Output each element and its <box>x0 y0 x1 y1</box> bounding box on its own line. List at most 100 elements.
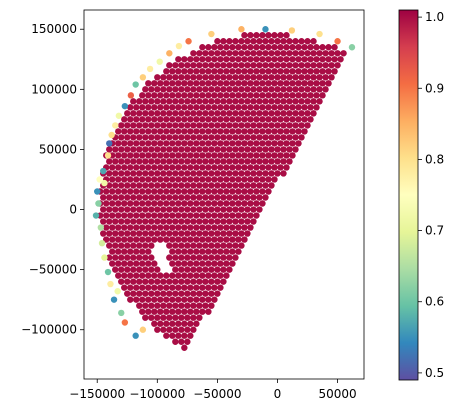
data-point <box>220 146 227 153</box>
data-point <box>301 116 308 123</box>
data-point <box>292 134 299 141</box>
data-point <box>175 128 182 135</box>
data-point <box>205 272 212 279</box>
data-point <box>142 86 149 93</box>
data-point <box>115 260 122 267</box>
data-point <box>259 140 266 147</box>
data-point <box>154 110 161 117</box>
data-point <box>232 110 239 117</box>
data-point <box>199 116 206 123</box>
edge-data-point <box>175 42 183 50</box>
data-point <box>115 272 122 279</box>
data-point <box>130 182 137 189</box>
data-point <box>208 50 215 57</box>
data-point <box>286 74 293 81</box>
data-point <box>220 38 227 45</box>
data-point <box>310 98 317 105</box>
data-point <box>328 74 335 81</box>
data-point <box>181 104 188 111</box>
data-point <box>262 146 269 153</box>
data-point <box>223 152 230 159</box>
data-point <box>226 230 233 237</box>
data-point <box>226 86 233 93</box>
data-point <box>238 170 245 177</box>
data-point <box>127 164 134 171</box>
data-point <box>154 206 161 213</box>
data-point <box>250 50 257 57</box>
data-point <box>157 80 164 87</box>
data-point <box>223 176 230 183</box>
data-point <box>286 50 293 57</box>
data-point <box>100 194 107 201</box>
data-point <box>130 98 137 105</box>
data-point <box>277 164 284 171</box>
data-point <box>181 92 188 99</box>
data-point <box>223 116 230 123</box>
data-point <box>175 332 182 339</box>
data-point <box>169 176 176 183</box>
data-point <box>241 152 248 159</box>
data-point <box>223 68 230 75</box>
data-point <box>181 188 188 195</box>
data-point <box>187 284 194 291</box>
data-point <box>178 170 185 177</box>
data-point <box>205 128 212 135</box>
data-point <box>130 158 137 165</box>
data-point <box>283 92 290 99</box>
data-point <box>157 212 164 219</box>
data-point <box>145 224 152 231</box>
data-point <box>169 308 176 315</box>
data-point <box>250 170 257 177</box>
data-point <box>115 188 122 195</box>
x-axis: −150000 −100000 −50000 0 50000 <box>69 379 357 401</box>
data-point <box>268 134 275 141</box>
data-point <box>283 44 290 51</box>
data-point <box>145 200 152 207</box>
data-point <box>130 242 137 249</box>
edge-data-point <box>108 131 115 139</box>
data-point <box>247 152 254 159</box>
edge-data-point <box>118 309 125 317</box>
data-point <box>160 230 167 237</box>
data-point <box>187 320 194 327</box>
data-point <box>106 218 113 225</box>
data-point <box>274 158 281 165</box>
data-point <box>202 266 209 273</box>
data-point <box>139 176 146 183</box>
data-point <box>178 194 185 201</box>
data-point <box>178 218 185 225</box>
data-point <box>244 50 251 57</box>
data-point <box>199 140 206 147</box>
data-point <box>205 116 212 123</box>
data-point <box>238 194 245 201</box>
data-point <box>208 134 215 141</box>
data-point <box>214 134 221 141</box>
x-tick-label: −150000 <box>69 387 125 401</box>
data-point <box>280 86 287 93</box>
data-point <box>316 50 323 57</box>
data-point <box>100 206 107 213</box>
data-point <box>118 242 125 249</box>
data-point <box>148 314 155 321</box>
data-point <box>262 62 269 69</box>
data-point <box>232 86 239 93</box>
data-point <box>160 182 167 189</box>
data-point <box>103 236 110 243</box>
data-point <box>199 296 206 303</box>
data-point <box>289 80 296 87</box>
data-point <box>229 248 236 255</box>
data-point <box>139 212 146 219</box>
data-point <box>304 74 311 81</box>
edge-data-point <box>101 179 108 187</box>
data-point <box>214 110 221 117</box>
data-point <box>235 80 242 87</box>
data-point <box>190 86 197 93</box>
data-point <box>145 296 152 303</box>
y-tick-label: 0 <box>69 203 77 217</box>
edge-data-point <box>288 27 296 34</box>
data-point <box>178 338 185 345</box>
data-point <box>235 140 242 147</box>
data-point <box>154 230 161 237</box>
data-point <box>253 80 260 87</box>
data-point <box>121 212 128 219</box>
